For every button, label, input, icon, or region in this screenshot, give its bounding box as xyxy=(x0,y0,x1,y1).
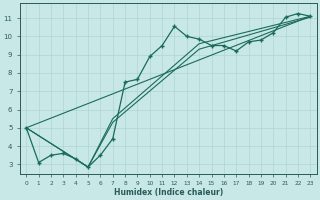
X-axis label: Humidex (Indice chaleur): Humidex (Indice chaleur) xyxy=(114,188,223,197)
